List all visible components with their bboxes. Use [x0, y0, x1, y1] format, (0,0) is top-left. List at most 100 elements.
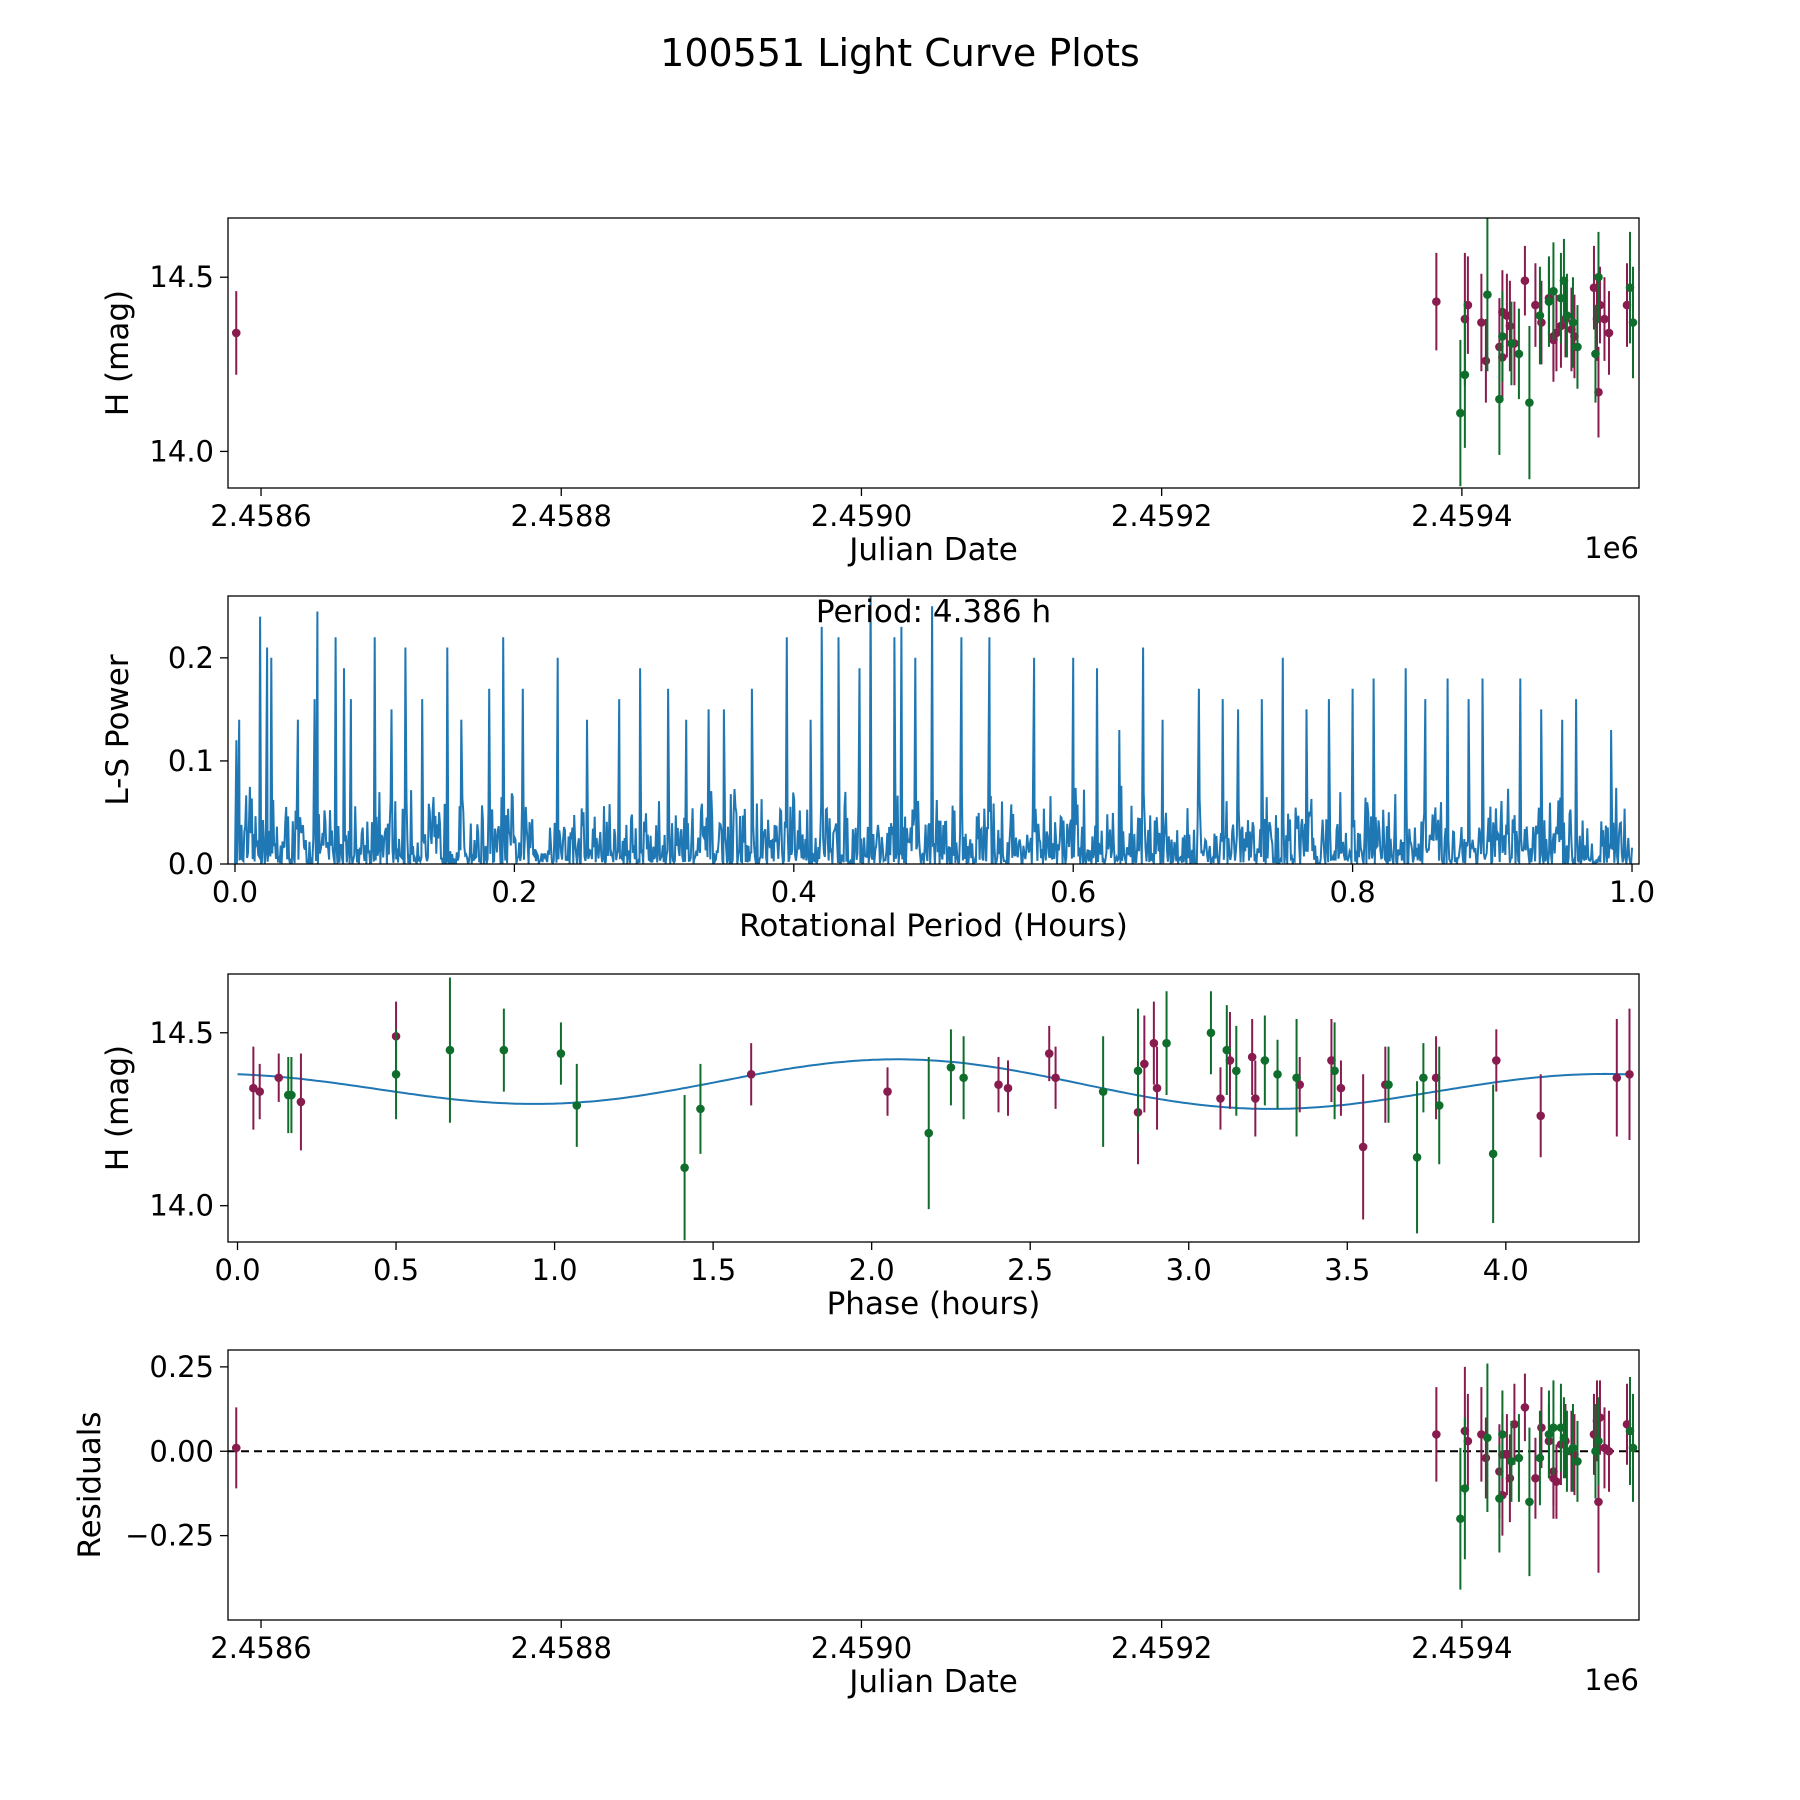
data-point [255, 1087, 265, 1096]
data-point [1498, 332, 1507, 341]
phased-panel: 0.0 0.5 1.0 1.5 2.0 2.5 3.0 3.5 4.0 14.0 14.5 Phase… [100, 973, 1640, 1322]
data-point [1456, 408, 1465, 418]
data-point [1488, 1149, 1498, 1159]
x-tick-label: 2.4594 [1411, 499, 1512, 533]
data-point [296, 1097, 306, 1107]
data-point [1330, 1066, 1339, 1076]
data-point [1507, 1457, 1516, 1466]
x-axis-label: Julian Date [847, 1664, 1018, 1700]
data-point [1225, 1056, 1235, 1065]
data-point [1481, 356, 1491, 366]
data-point [1419, 1073, 1428, 1083]
data-point [1562, 311, 1572, 320]
x-tick-label: 2.5 [1007, 1253, 1053, 1287]
x-tick-label: 2.4588 [510, 1631, 611, 1665]
data-point [1505, 321, 1515, 331]
periodogram-power-line [234, 596, 1633, 864]
x-tick-label: 2.0 [849, 1253, 895, 1287]
data-point [1594, 1436, 1603, 1446]
data-point [1535, 311, 1545, 320]
x-tick-label: 2.4586 [210, 499, 311, 533]
data-point [1162, 1038, 1171, 1048]
data-point [249, 1083, 258, 1093]
y-axis-label: H (mag) [100, 290, 136, 416]
data-point [1520, 276, 1530, 286]
data-point [1520, 1403, 1530, 1412]
data-point [1600, 314, 1609, 324]
data-point [1232, 1066, 1241, 1076]
phased-plot-area [237, 977, 1634, 1241]
data-point [1594, 272, 1603, 282]
data-point [1273, 1069, 1282, 1079]
lightcurve-panel: 2.4586 2.4588 2.4590 2.4592 2.4594 14.0 14.5 Ju… [100, 217, 1640, 568]
data-point [1507, 339, 1516, 348]
data-point [1498, 1430, 1507, 1439]
data-point [1251, 1094, 1260, 1103]
data-point [1206, 1028, 1216, 1038]
y-tick-label: 14.5 [149, 260, 214, 294]
data-point [1358, 1142, 1368, 1152]
data-point [1536, 1111, 1546, 1121]
data-point [1573, 1457, 1582, 1466]
residuals-panel: 2.4586 2.4588 2.4590 2.4592 2.4594 −0.25 0.00 0… [72, 1349, 1640, 1700]
data-point [883, 1087, 892, 1096]
phased-axes-frame [227, 973, 1640, 1243]
data-point [1295, 1080, 1305, 1089]
x-tick-label: 2.4592 [1111, 1631, 1212, 1665]
x-tick-label: 4.0 [1483, 1253, 1529, 1287]
x-tick-label: 0.5 [373, 1253, 419, 1287]
data-point [1432, 1430, 1441, 1439]
x-tick-label: 0.0 [214, 1253, 260, 1287]
data-point [1495, 394, 1504, 404]
x-tick-label: 2.4588 [510, 499, 611, 533]
data-point [1505, 1473, 1515, 1483]
data-point [1628, 318, 1638, 327]
x-axis-label: Rotational Period (Hours) [739, 908, 1128, 944]
x-tick-label: 0.2 [491, 875, 537, 909]
x-tick-label: 2.4594 [1411, 1631, 1512, 1665]
y-axis-label: Residuals [72, 1411, 108, 1558]
data-point [1594, 1497, 1603, 1507]
x-tick-label: 0.4 [771, 875, 817, 909]
periodogram-panel: 0.0 0.2 0.4 0.6 0.8 1.0 0.0 0.1 0.2 Rotational Pe… [100, 594, 1655, 944]
x-tick-label: 2.4590 [811, 499, 912, 533]
data-point [1216, 1094, 1225, 1103]
x-tick-label: 0.8 [1330, 875, 1376, 909]
panels: 2.4586 2.4588 2.4590 2.4592 2.4594 14.0 14.5 Ju… [72, 217, 1655, 1700]
series-filter-b [1456, 1363, 1638, 1590]
data-point [556, 1049, 566, 1058]
data-point [1552, 1477, 1561, 1486]
y-tick-label: 14.5 [149, 1016, 214, 1050]
data-point [1628, 1443, 1638, 1453]
data-point [994, 1080, 1003, 1089]
period-annotation: Period: 4.386 h [816, 594, 1051, 630]
x-tick-label: 1.0 [532, 1253, 578, 1287]
data-point [1152, 1083, 1162, 1093]
lightcurve-axes-frame [227, 217, 1640, 489]
data-point [1044, 1049, 1054, 1058]
periodogram-axes-frame [227, 595, 1640, 865]
residuals-axes-frame [227, 1349, 1640, 1621]
data-point [1595, 1413, 1605, 1422]
data-point [1568, 1443, 1578, 1453]
series-filter-b [283, 977, 1498, 1241]
data-point [1495, 1494, 1504, 1503]
periodogram-plot-area [234, 596, 1633, 864]
data-point [1549, 1423, 1558, 1432]
x-tick-label: 1.5 [690, 1253, 736, 1287]
data-point [1247, 1052, 1257, 1062]
y-axis-label: H (mag) [100, 1045, 136, 1171]
data-point [1483, 1433, 1492, 1443]
y-tick-label: −0.25 [125, 1519, 214, 1553]
model-fit-curve [237, 1058, 1629, 1110]
figure-title: 100551 Light Curve Plots [660, 31, 1140, 75]
data-point [1477, 318, 1486, 327]
x-tick-label: 0.0 [212, 875, 258, 909]
data-point [1434, 1101, 1444, 1110]
data-point [231, 328, 241, 338]
data-point [959, 1073, 968, 1083]
data-point [1544, 1430, 1554, 1439]
data-point [1133, 1066, 1143, 1076]
data-point [1222, 1045, 1232, 1055]
